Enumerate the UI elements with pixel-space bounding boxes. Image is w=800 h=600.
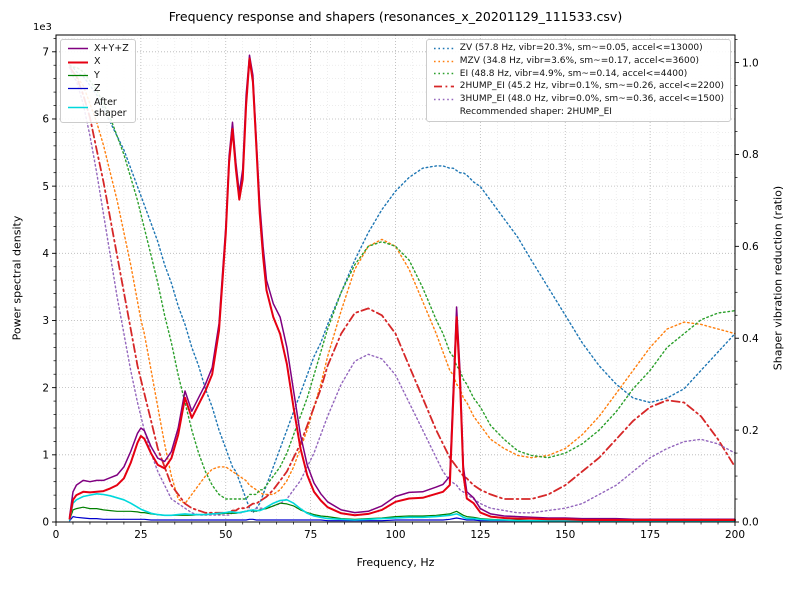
axis-ticks: 0 25 50 75 100 125 150 175 200 0 1 2 3 4 5 6 7 0.0 0.2 0.4 0… — [42, 38, 759, 541]
shaper-curve-mzv — [68, 66, 736, 505]
legend-item: 2HUMP_EI (45.2 Hz, vibr=0.1%, sm~=0.26, … — [433, 81, 724, 92]
svg-text:175: 175 — [640, 529, 660, 541]
svg-text:2: 2 — [42, 382, 49, 394]
psd-curve-sum — [68, 54, 736, 521]
svg-text:200: 200 — [725, 529, 745, 541]
svg-text:50: 50 — [219, 529, 232, 541]
svg-text:100: 100 — [385, 529, 405, 541]
svg-text:150: 150 — [555, 529, 575, 541]
svg-text:5: 5 — [42, 181, 49, 193]
legend-line-sample — [68, 88, 88, 90]
svg-text:0: 0 — [42, 517, 49, 529]
y-axis-offset-label: 1e3 — [33, 22, 52, 33]
psd-curve-after — [68, 493, 736, 522]
svg-text:3: 3 — [42, 315, 49, 327]
legend-line-sample — [433, 98, 454, 101]
svg-text:25: 25 — [134, 529, 147, 541]
svg-text:1: 1 — [42, 450, 49, 462]
legend-psd: X+Y+Z X Y Z After shaper — [60, 39, 136, 124]
legend-label: Y — [94, 69, 100, 81]
svg-text:75: 75 — [304, 529, 317, 541]
legend-item: X — [67, 56, 129, 67]
shaper-curve-3hump_ei — [68, 66, 736, 516]
svg-text:6: 6 — [42, 114, 49, 126]
svg-text:4: 4 — [42, 248, 49, 260]
legend-line-sample — [68, 61, 88, 64]
svg-text:0.4: 0.4 — [742, 333, 759, 345]
legend-item: After shaper — [67, 97, 129, 120]
legend-line-sample — [433, 60, 454, 62]
svg-text:1.0: 1.0 — [742, 57, 759, 69]
legend-item: 3HUMP_EI (48.0 Hz, vibr=0.0%, sm~=0.36, … — [433, 94, 724, 105]
legend-label: MZV (34.8 Hz, vibr=3.6%, sm~=0.17, accel… — [459, 55, 699, 66]
svg-text:0.0: 0.0 — [742, 517, 759, 529]
legend-item: ZV (57.8 Hz, vibr=20.3%, sm~=0.05, accel… — [433, 43, 724, 54]
svg-text:7: 7 — [42, 46, 49, 58]
legend-line-sample — [68, 107, 88, 109]
legend-line-sample — [68, 47, 88, 50]
svg-text:0.2: 0.2 — [742, 425, 759, 437]
legend-label: X — [94, 56, 101, 68]
legend-item: EI (48.8 Hz, vibr=4.9%, sm~=0.14, accel<… — [433, 69, 724, 80]
svg-text:125: 125 — [470, 529, 490, 541]
legend-label: X+Y+Z — [94, 43, 129, 54]
legend-item: Recommended shaper: 2HUMP_EI — [433, 107, 724, 118]
legend-item: Z — [67, 83, 129, 94]
svg-text:0.6: 0.6 — [742, 241, 759, 253]
svg-text:0: 0 — [53, 529, 60, 541]
chart-title: Frequency response and shapers (resonanc… — [168, 9, 623, 24]
legend-label: EI (48.8 Hz, vibr=4.9%, sm~=0.14, accel<… — [459, 68, 688, 79]
legend-line-sample — [433, 108, 455, 117]
legend-line-sample — [433, 85, 454, 88]
legend-item: MZV (34.8 Hz, vibr=3.6%, sm~=0.17, accel… — [433, 56, 724, 67]
legend-label: 3HUMP_EI (48.0 Hz, vibr=0.0%, sm~=0.36, … — [459, 94, 724, 105]
psd-curve-x — [68, 57, 736, 521]
legend-line-sample — [68, 74, 88, 77]
legend-label: 2HUMP_EI (45.2 Hz, vibr=0.1%, sm~=0.26, … — [459, 81, 724, 92]
legend-label: ZV (57.8 Hz, vibr=20.3%, sm~=0.05, accel… — [459, 43, 703, 53]
svg-text:0.8: 0.8 — [742, 149, 759, 161]
legend-label: Z — [94, 83, 101, 95]
shaper-curve-zv — [68, 66, 736, 514]
legend-label: Recommended shaper: 2HUMP_EI — [459, 106, 612, 117]
legend-label: After shaper — [94, 96, 127, 119]
legend-item: Y — [67, 70, 129, 81]
shaper-curve-ei — [68, 64, 736, 500]
legend-line-sample — [433, 47, 454, 50]
legend-shapers: ZV (57.8 Hz, vibr=20.3%, sm~=0.05, accel… — [425, 39, 731, 122]
shaper-curve-2hump_ei — [68, 66, 736, 514]
x-axis-label: Frequency, Hz — [356, 556, 435, 569]
legend-line-sample — [433, 73, 454, 75]
legend-item: X+Y+Z — [67, 43, 129, 54]
